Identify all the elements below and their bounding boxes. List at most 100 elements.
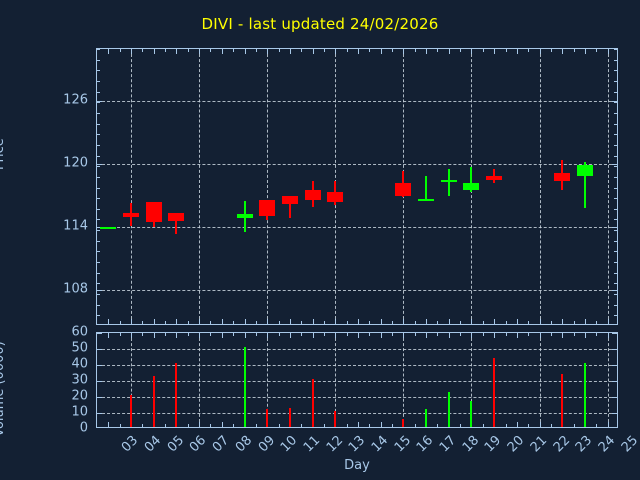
day-axis-minor-tick	[142, 321, 144, 324]
day-tick-label: 21	[527, 433, 551, 456]
candle-wick	[288, 195, 291, 218]
day-axis-minor-tick	[414, 49, 416, 52]
day-axis-minor-tick	[505, 424, 507, 427]
volume-tick-label: 10	[71, 404, 88, 420]
day-axis-minor-tick	[119, 49, 121, 52]
day-tick-label: 16	[414, 433, 437, 456]
day-axis-minor-tick	[528, 333, 530, 336]
day-axis-minor-tick	[550, 321, 552, 324]
volume-axis-tick	[612, 365, 617, 366]
day-axis-minor-tick	[346, 333, 348, 336]
volume-axis-tick	[97, 397, 102, 398]
day-axis-tick	[516, 333, 518, 338]
candle-body	[395, 183, 412, 196]
day-tick-label: 24	[595, 433, 619, 456]
day-axis-minor-tick	[550, 424, 552, 427]
volume-tick-label: 30	[71, 372, 88, 388]
day-axis-tick	[199, 319, 201, 324]
day-axis-tick	[267, 333, 269, 338]
day-axis-tick	[426, 333, 428, 338]
day-gridline	[335, 333, 337, 427]
price-gridline	[97, 101, 617, 103]
price-axis-minor-tick	[97, 59, 100, 61]
day-axis-tick	[358, 319, 359, 324]
day-axis-tick	[516, 319, 518, 324]
price-axis-minor-tick	[614, 70, 617, 72]
price-axis-minor-tick	[97, 176, 100, 178]
day-gridline	[131, 49, 133, 324]
day-axis-minor-tick	[233, 49, 235, 52]
day-gridline	[403, 333, 405, 427]
day-axis-tick	[335, 333, 337, 338]
price-axis-minor-tick	[97, 262, 100, 264]
volume-tick-label: 0	[79, 420, 88, 436]
day-axis-tick	[494, 49, 496, 54]
day-axis-minor-tick	[392, 424, 394, 427]
day-axis-minor-tick	[233, 424, 235, 427]
price-axis-minor-tick	[97, 251, 100, 253]
price-axis-minor-tick	[614, 155, 617, 157]
day-axis-minor-tick	[437, 321, 439, 324]
price-axis-minor-tick	[614, 198, 617, 200]
volume-bar	[288, 407, 291, 427]
day-axis-minor-tick	[323, 321, 325, 324]
day-axis-minor-tick	[187, 321, 189, 324]
day-axis-minor-tick	[369, 321, 371, 324]
candle-body	[418, 199, 435, 202]
day-axis-minor-tick	[369, 49, 371, 52]
day-tick-label: 18	[459, 433, 482, 456]
day-axis-minor-tick	[460, 321, 462, 324]
price-gridline	[97, 164, 617, 166]
day-axis-minor-tick	[482, 333, 484, 336]
candle-body	[486, 175, 503, 181]
price-axis-minor-tick	[614, 240, 617, 242]
day-axis-minor-tick	[142, 333, 144, 336]
price-axis-minor-tick	[614, 304, 617, 306]
price-axis-minor-tick	[614, 134, 617, 136]
day-axis-tick	[221, 333, 223, 338]
day-axis-minor-tick	[119, 333, 121, 336]
volume-axis-tick	[612, 333, 617, 334]
day-axis-minor-tick	[301, 424, 303, 427]
volume-axis-tick	[97, 365, 102, 366]
day-axis-tick	[471, 333, 473, 338]
day-tick-label: 17	[436, 433, 460, 456]
price-axis-minor-tick	[97, 304, 100, 306]
day-axis-minor-tick	[392, 333, 394, 336]
day-axis-tick	[403, 333, 405, 338]
day-gridline	[471, 333, 473, 427]
price-axis-minor-tick	[97, 155, 100, 157]
price-axis-minor-tick	[614, 262, 617, 264]
volume-tick-label: 40	[71, 356, 88, 372]
day-axis-minor-tick	[414, 424, 416, 427]
price-gridline	[97, 227, 617, 229]
day-axis-minor-tick	[482, 424, 484, 427]
volume-axis-tick	[97, 381, 102, 382]
day-gridline	[539, 333, 541, 427]
candle-body	[281, 195, 298, 205]
day-axis-minor-tick	[482, 49, 484, 52]
day-axis-tick	[199, 333, 201, 338]
day-axis-minor-tick	[346, 424, 348, 427]
price-axis-tick	[612, 227, 617, 229]
day-axis-minor-tick	[596, 321, 598, 324]
day-axis-tick	[516, 49, 518, 54]
day-axis-minor-tick	[187, 49, 189, 52]
day-axis-tick	[358, 422, 359, 427]
day-gridline	[199, 49, 201, 324]
price-axis-minor-tick	[97, 272, 100, 274]
price-axis-minor-tick	[614, 49, 617, 50]
price-axis-minor-tick	[614, 144, 617, 146]
day-axis-tick	[426, 49, 428, 54]
day-axis-minor-tick	[346, 321, 348, 324]
price-axis-minor-tick	[614, 80, 617, 82]
day-axis-tick	[380, 49, 382, 54]
price-axis-tick	[612, 164, 617, 166]
price-axis-minor-tick	[614, 91, 617, 93]
day-axis-minor-tick	[596, 49, 598, 52]
day-gridline	[607, 333, 609, 427]
day-axis-tick	[176, 333, 178, 338]
day-tick-label: 14	[368, 433, 392, 456]
price-axis-minor-tick	[614, 112, 617, 114]
day-axis-tick	[380, 319, 382, 324]
